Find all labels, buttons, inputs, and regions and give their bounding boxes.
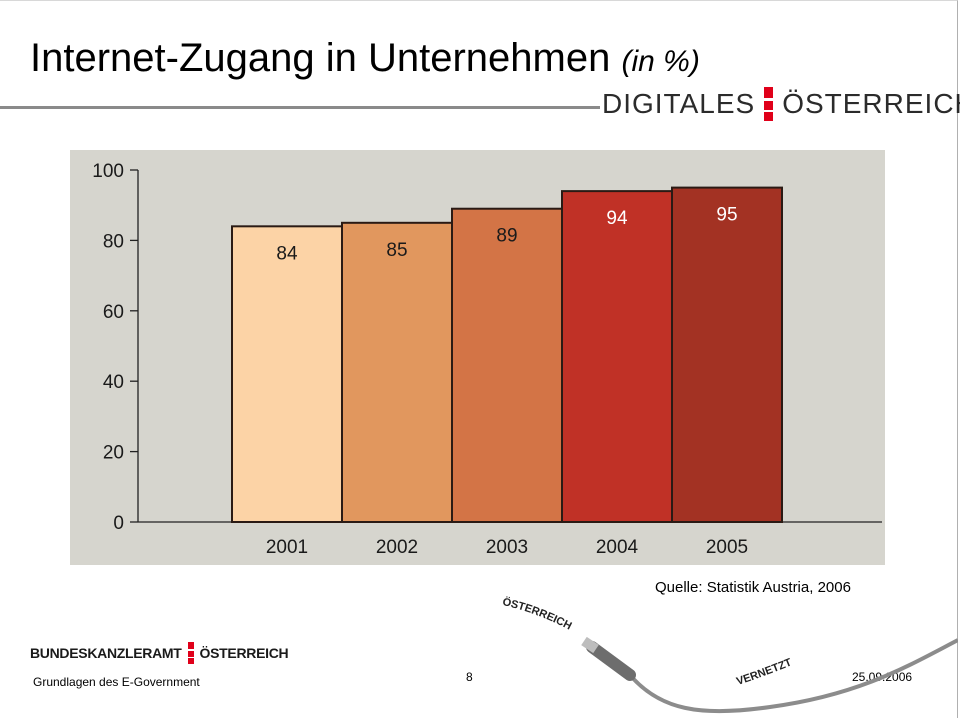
source-note: Quelle: Statistik Austria, 2006: [655, 579, 851, 596]
y-tick-label: 20: [103, 443, 124, 464]
bundeskanzleramt-logo: BUNDESKANZLERAMT ÖSTERREICH: [30, 642, 289, 664]
bar: [561, 190, 673, 524]
y-tick-label: 40: [103, 372, 124, 393]
title-main: Internet-Zugang in Unternehmen: [30, 36, 611, 80]
x-tick-label: 2001: [266, 537, 308, 558]
data-label: 94: [606, 208, 628, 229]
deco-word-top: ÖSTERREICH: [501, 595, 573, 632]
bar: [671, 186, 783, 523]
x-tick-label: 2002: [376, 537, 418, 558]
data-label: 84: [276, 243, 298, 264]
cable-line: [628, 638, 958, 714]
y-tick-label: 60: [103, 302, 124, 323]
digitales-oesterreich-logo: DIGITALES ÖSTERREICH: [602, 86, 960, 122]
bar-chart: 0 20 40 60 80 100 84 2001 85 2002 89 2003 94 2004 95 20…: [70, 150, 885, 565]
data-label: 85: [386, 240, 407, 261]
x-tick-label: 2005: [706, 537, 748, 558]
x-tick-label: 2003: [486, 537, 528, 558]
logo-text-right: ÖSTERREICH: [782, 88, 960, 119]
usb-plug-body: [586, 641, 636, 681]
slide-title: Internet-Zugang in Unternehmen (in %): [30, 34, 700, 86]
y-tick-label: 80: [103, 231, 124, 252]
x-tick-label: 2004: [596, 537, 639, 558]
page-number: 8: [466, 670, 473, 684]
logo-text-left: DIGITALES: [602, 88, 756, 119]
data-label: 95: [716, 205, 737, 226]
footer-logo-right: ÖSTERREICH: [199, 645, 289, 661]
chart-svg: 0 20 40 60 80 100 84 2001 85 2002 89 2003 94 2004 95 20…: [70, 150, 885, 565]
bar: [231, 225, 343, 523]
y-tick-label: 0: [113, 513, 124, 534]
data-label: 89: [496, 226, 517, 247]
bar: [341, 221, 453, 524]
y-tick-label: 100: [92, 161, 124, 182]
title-unit: (in %): [621, 45, 700, 78]
bar: [451, 207, 563, 523]
deco-word-bottom: VERNETZT: [735, 656, 794, 687]
footer-logo-mark-icon: [187, 642, 194, 664]
title-rule: [0, 106, 600, 109]
usb-plug-tip: [581, 636, 599, 654]
usb-cable-icon: ÖSTERREICH VERNETZT: [501, 595, 958, 714]
footer-logo-left: BUNDESKANZLERAMT: [30, 645, 182, 661]
logo-mark-icon: [764, 87, 774, 121]
footer-subtitle: Grundlagen des E-Government: [33, 675, 200, 689]
